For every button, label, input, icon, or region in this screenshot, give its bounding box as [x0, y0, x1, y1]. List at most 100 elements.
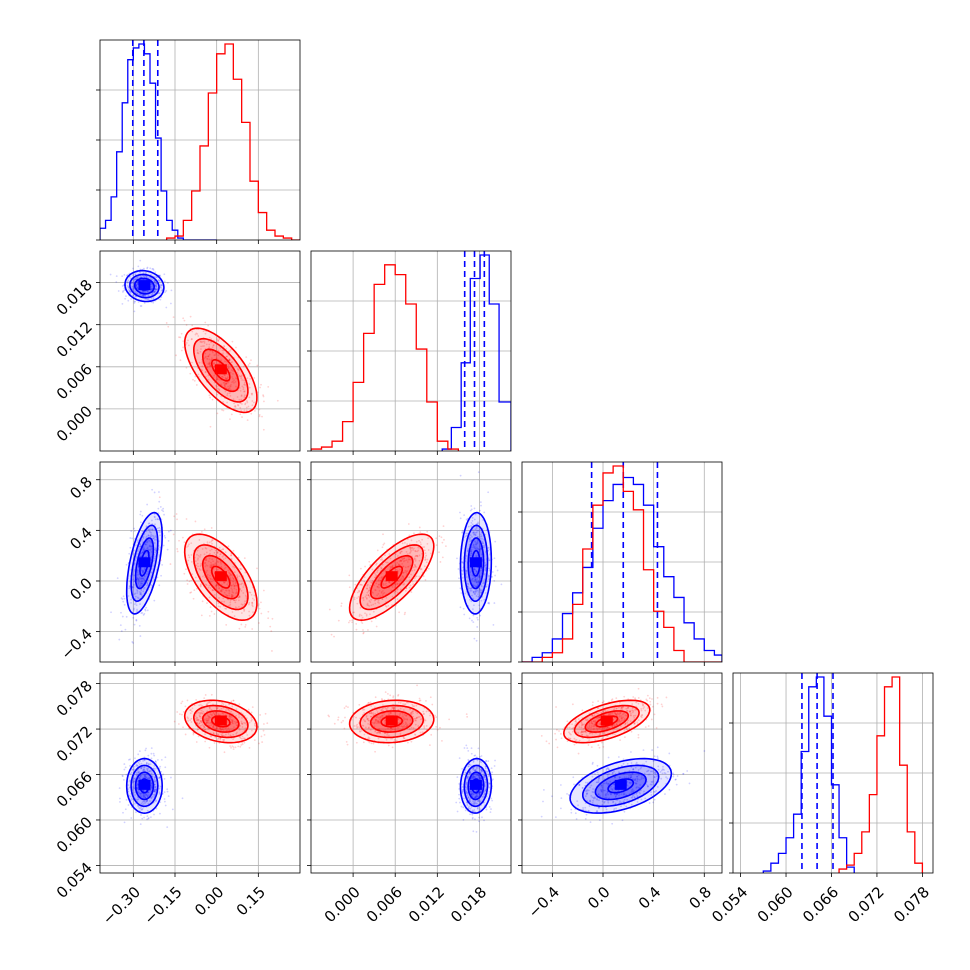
sample-point [458, 797, 461, 800]
sample-point [142, 572, 144, 574]
sample-point [476, 766, 478, 768]
sample-point [188, 344, 190, 347]
sample-point [137, 301, 140, 303]
sample-point [120, 611, 122, 614]
sample-point [465, 781, 468, 784]
sample-point [245, 595, 248, 598]
sample-point [470, 747, 473, 750]
sample-point [368, 737, 371, 740]
sample-point [377, 737, 380, 740]
sample-point [483, 789, 486, 792]
sample-point [144, 298, 147, 301]
sample-point [218, 556, 221, 558]
sample-point [246, 401, 249, 404]
sample-point [472, 778, 474, 780]
sample-point [488, 805, 491, 808]
sample-point [228, 594, 231, 597]
sample-point [205, 564, 208, 566]
sample-point [224, 566, 227, 569]
sample-point [414, 710, 417, 713]
red-contour [211, 565, 231, 589]
sample-point [183, 541, 186, 544]
sample-point [237, 745, 240, 748]
sample-point [458, 577, 460, 580]
sample-point [469, 536, 471, 539]
sample-point [143, 547, 146, 550]
sample-point [229, 734, 232, 737]
sample-point [158, 787, 161, 790]
sample-point [190, 554, 193, 556]
sample-point [248, 721, 251, 724]
sample-point [405, 559, 408, 562]
sample-point [465, 744, 468, 747]
sample-point [136, 786, 138, 789]
sample-point [419, 531, 422, 533]
sample-point [234, 581, 237, 584]
sample-point [209, 577, 212, 580]
sample-point [158, 531, 161, 534]
sample-point [128, 587, 131, 590]
sample-point [146, 809, 149, 812]
sample-point [154, 786, 156, 789]
sample-point [199, 556, 201, 558]
sample-point [232, 699, 235, 702]
sample-point [145, 271, 148, 274]
sample-point [456, 557, 458, 560]
sample-point [205, 370, 207, 373]
sample-point [143, 294, 145, 297]
sample-point [126, 280, 129, 283]
sample-point [467, 758, 470, 761]
sample-point [186, 583, 189, 585]
sample-point [358, 726, 361, 729]
sample-point [478, 574, 481, 577]
sample-point [199, 350, 202, 353]
sample-point [144, 796, 147, 799]
sample-point [196, 558, 199, 561]
sample-point [209, 566, 212, 569]
sample-point [237, 599, 240, 602]
sample-point [187, 554, 190, 557]
sample-point [483, 546, 486, 549]
sample-point [380, 591, 383, 594]
sample-point [143, 567, 146, 569]
sample-point [476, 541, 479, 544]
sample-point [198, 714, 201, 717]
sample-point [244, 727, 247, 730]
sample-point [182, 726, 184, 729]
sample-point [190, 579, 193, 582]
sample-point [144, 775, 146, 778]
sample-point [217, 339, 219, 342]
sample-point [197, 711, 200, 714]
sample-point [210, 561, 212, 564]
sample-point [267, 617, 270, 620]
sample-point [133, 593, 136, 596]
sample-point [385, 582, 387, 585]
sample-point [215, 378, 218, 381]
sample-point [136, 596, 139, 599]
sample-point [220, 707, 223, 710]
sample-point [216, 412, 219, 415]
sample-point [404, 541, 406, 544]
sample-point [210, 338, 213, 341]
sample-point [136, 281, 139, 284]
sample-point [131, 641, 134, 643]
sample-point [133, 623, 136, 626]
sample-point [202, 727, 204, 730]
sample-point [138, 777, 141, 780]
sample-point [110, 611, 112, 614]
sample-point [217, 349, 220, 352]
sample-point [473, 584, 475, 587]
sample-point [181, 700, 184, 703]
sample-point [197, 554, 200, 557]
sample-point [399, 568, 401, 571]
sample-point [491, 575, 493, 578]
sample-point [223, 384, 226, 387]
sample-point [228, 359, 231, 361]
sample-point [225, 709, 227, 712]
sample-point [471, 523, 474, 526]
sample-point [461, 767, 464, 770]
sample-point [136, 798, 139, 801]
sample-point [122, 600, 125, 603]
sample-point [148, 528, 151, 531]
sample-point [467, 796, 470, 799]
